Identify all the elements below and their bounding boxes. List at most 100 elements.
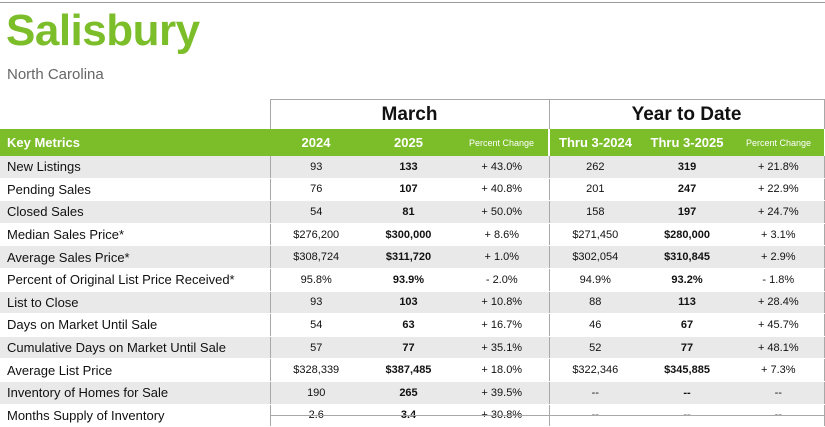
metric-label: List to Close [0,291,270,315]
month-2024-value: 54 [269,313,362,337]
month-percent-change: + 39.5% [455,381,550,405]
month-2025-value: 133 [362,156,455,179]
month-2025-value: 107 [362,178,455,202]
month-percent-change: + 40.8% [455,178,550,202]
ytd-percent-change: + 28.4% [733,291,825,315]
column-header-row: Key Metrics 2024 2025 Percent Change Thr… [0,129,825,156]
ytd-2025-value: 77 [641,336,734,360]
metric-label: Months Supply of Inventory [0,404,270,427]
ytd-2024-value: $322,346 [549,358,642,382]
month-2024-value: 95.8% [269,268,362,292]
ytd-percent-change: + 21.8% [733,156,825,179]
ytd-2025-value: 319 [641,156,734,179]
metric-label: Pending Sales [0,178,270,202]
month-2024-value: 76 [269,178,362,202]
ytd-2025-value: 93.2% [641,268,734,292]
month-percent-change: + 1.0% [455,245,550,269]
ytd-percent-change: - 1.8% [733,268,825,292]
month-2024-value: 190 [269,381,362,405]
group-header-row: March Year to Date [0,99,825,129]
month-percent-change: - 2.0% [455,268,550,292]
table-row: Inventory of Homes for Sale 190 265 + 39.5%… [0,381,825,405]
month-percent-change: + 35.1% [455,336,550,360]
ytd-2025-value: 67 [641,313,734,337]
table-row: Average List Price $328,339 $387,485 + 18.0… [0,358,825,382]
group-header-ytd: Year to Date [548,99,825,129]
metric-rows: New Listings 93 133 + 43.0% 262 319 + 21.8% Pen… [0,156,825,427]
key-metrics-table: March Year to Date Key Metrics 2024 2025… [0,99,825,427]
metric-label: Cumulative Days on Market Until Sale [0,336,270,360]
table-row: Percent of Original List Price Received*… [0,268,825,292]
ytd-percent-change: -- [733,381,825,405]
col-month-2025: 2025 [362,129,455,156]
metric-label: Days on Market Until Sale [0,313,270,337]
metric-label: Average List Price [0,358,270,382]
group-header-month: March [269,99,550,129]
page-title: Salisbury [6,6,200,55]
ytd-2024-value: 262 [549,156,642,179]
metric-label: Median Sales Price* [0,223,270,247]
ytd-2024-value: 201 [549,178,642,202]
ytd-2024-value: -- [549,381,642,405]
month-percent-change: + 10.8% [455,291,550,315]
ytd-percent-change: + 24.7% [733,200,825,224]
ytd-2024-value: 88 [549,291,642,315]
ytd-percent-change: + 7.3% [733,358,825,382]
ytd-percent-change: + 2.9% [733,245,825,269]
month-2025-value: 103 [362,291,455,315]
metric-label: Percent of Original List Price Received* [0,268,270,292]
ytd-percent-change: + 22.9% [733,178,825,202]
month-2024-value: 57 [269,336,362,360]
table-row: Pending Sales 76 107 + 40.8% 201 247 + 22.9% [0,178,825,202]
month-2024-value: 93 [269,291,362,315]
ytd-2025-value: 247 [641,178,734,202]
month-2025-value: 265 [362,381,455,405]
group-header-blank [0,99,270,129]
metric-label: New Listings [0,156,270,179]
ytd-2024-value: $271,450 [549,223,642,247]
ytd-2025-value: $310,845 [641,245,734,269]
ytd-2025-value: -- [641,381,734,405]
month-2024-value: 93 [269,156,362,179]
ytd-2024-value: 46 [549,313,642,337]
col-month-percent-change: Percent Change [455,129,550,156]
month-2025-value: 81 [362,200,455,224]
metric-label: Average Sales Price* [0,245,270,269]
ytd-2024-value: 158 [549,200,642,224]
month-percent-change: + 8.6% [455,223,550,247]
ytd-percent-change: + 3.1% [733,223,825,247]
ytd-2025-value: $280,000 [641,223,734,247]
month-2024-value: 54 [269,200,362,224]
ytd-2025-value: $345,885 [641,358,734,382]
metric-label: Inventory of Homes for Sale [0,381,270,405]
col-key-metrics: Key Metrics [0,129,270,156]
ytd-2024-value: 52 [549,336,642,360]
metric-label: Closed Sales [0,200,270,224]
month-2025-value: 63 [362,313,455,337]
ytd-2025-value: 197 [641,200,734,224]
month-percent-change: + 18.0% [455,358,550,382]
ytd-2024-value: 94.9% [549,268,642,292]
col-ytd-2025: Thru 3-2025 [641,129,734,156]
month-percent-change: + 50.0% [455,200,550,224]
top-rule [0,2,825,3]
ytd-2024-value: $302,054 [549,245,642,269]
month-2025-value: $311,720 [362,245,455,269]
col-ytd-percent-change: Percent Change [733,129,825,156]
table-row: Days on Market Until Sale 54 63 + 16.7% 46 67… [0,313,825,337]
table-row: Closed Sales 54 81 + 50.0% 158 197 + 24.7% [0,200,825,224]
month-2025-value: 77 [362,336,455,360]
col-ytd-2024: Thru 3-2024 [548,129,642,156]
month-2025-value: $300,000 [362,223,455,247]
bottom-rule [270,415,825,416]
month-percent-change: + 16.7% [455,313,550,337]
page-subtitle: North Carolina [7,66,104,83]
ytd-2025-value: 113 [641,291,734,315]
month-percent-change: + 43.0% [455,156,550,179]
table-row: Cumulative Days on Market Until Sale 57 77… [0,336,825,360]
table-row: Average Sales Price* $308,724 $311,720 + 1.… [0,245,825,269]
month-2025-value: $387,485 [362,358,455,382]
month-2025-value: 93.9% [362,268,455,292]
table-row: Median Sales Price* $276,200 $300,000 + 8.6… [0,223,825,247]
month-2024-value: $308,724 [269,245,362,269]
